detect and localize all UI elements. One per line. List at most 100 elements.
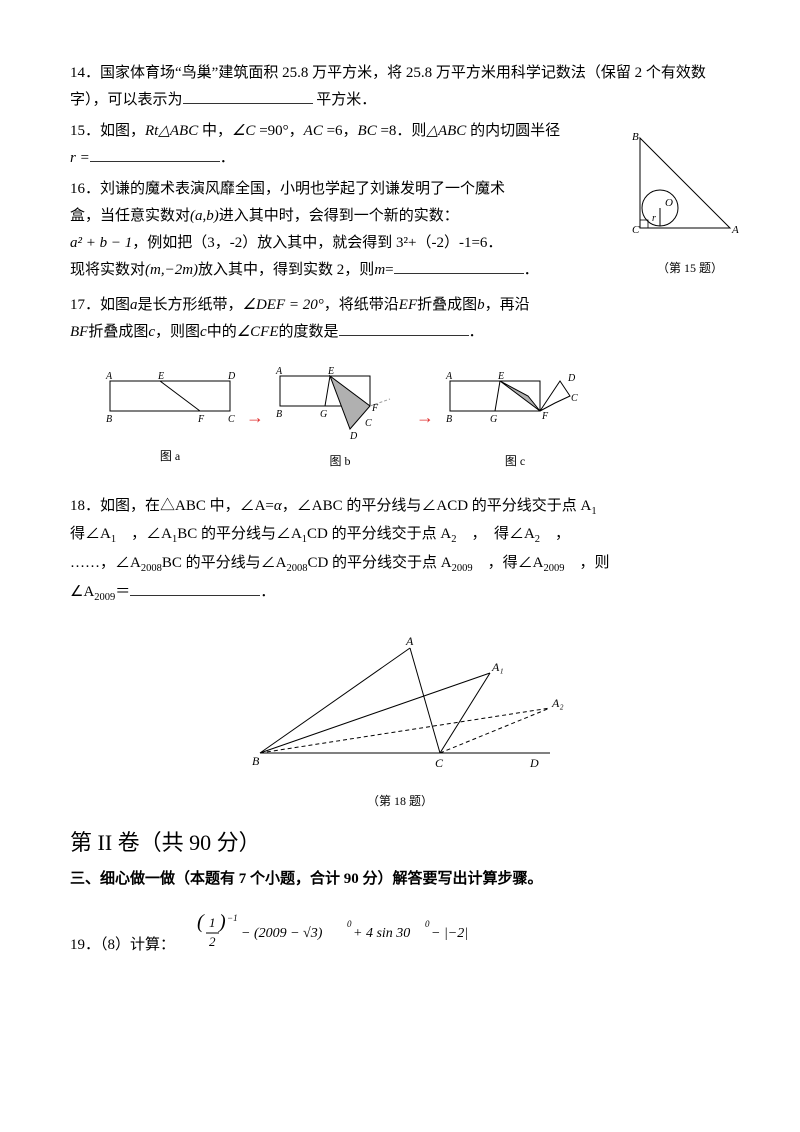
q18-blank (130, 581, 260, 596)
q18-l2f: ， (540, 526, 570, 542)
q17-mid7: 中的 (207, 324, 237, 340)
q17-angle-def: ∠DEF = 20° (243, 297, 324, 313)
svg-text:C: C (571, 393, 578, 404)
fig-c-caption: 图 c (440, 451, 590, 473)
q15-mid1: 中， (198, 123, 232, 139)
fig-a-svg: A E D B F C (100, 366, 240, 436)
svg-text:G: G (490, 414, 497, 425)
q19-formula-svg: ( 1 2 ) −1 − (2009 − √3) 0 + 4 sin 30 0 … (195, 913, 475, 968)
q18-sub2009c: 2009 (94, 592, 115, 603)
svg-text:F: F (371, 403, 379, 414)
svg-text:D: D (529, 756, 539, 770)
figure-a: A E D B F C 图 a (100, 366, 240, 468)
q18-l2d: CD 的平分线交于点 A (307, 526, 451, 542)
q17-c2: c (200, 324, 207, 340)
q17-mid1: 是长方形纸带， (138, 297, 243, 313)
q15-period: ． (220, 150, 235, 166)
svg-text:B: B (446, 414, 452, 425)
q18-caption: （第 18 题） (230, 791, 570, 813)
svg-text:0: 0 (425, 919, 430, 929)
q18-l2e: ， 得∠A (456, 526, 534, 542)
q16-line1a: 16．刘谦的魔术表演风靡全国，小明也学起了刘谦发明了一个魔术 (70, 181, 505, 197)
q16-expr: a² + b − 1 (70, 235, 132, 251)
svg-text:A₁: A₁ (491, 660, 504, 674)
q17-BF: BF (70, 324, 88, 340)
angle-bisector-figure: A A₁ A₂ B C D （第 18 题） (230, 633, 570, 813)
q18-period: ． (260, 584, 275, 600)
section-2-title: 第 II 卷（共 90 分） (70, 823, 730, 863)
q18-l2b: ，∠A (116, 526, 172, 542)
section-2-subtitle: 三、细心做一做（本题有 7 个小题，合计 90 分）解答要写出计算步骤。 (70, 866, 730, 893)
q15-rt: Rt△ABC (145, 123, 198, 139)
svg-text:B: B (632, 131, 639, 143)
q14-text-a: 14．国家体育场“鸟巢”建筑面积 25.8 万平方米，将 25.8 万平方米用科… (70, 65, 706, 108)
q17-mid8: 的度数是 (279, 324, 339, 340)
q18-l4b: ＝ (115, 584, 130, 600)
svg-text:E: E (497, 371, 504, 382)
q17-pre: 17．如图 (70, 297, 130, 313)
q18-sub2008a: 2008 (141, 563, 162, 574)
svg-text:C: C (365, 418, 372, 429)
fig-a-caption: 图 a (100, 446, 240, 468)
q15-r: r = (70, 150, 90, 166)
q16-line3a: 现将实数对 (70, 262, 145, 278)
q19-formula: ( 1 2 ) −1 − (2009 − √3) 0 + 4 sin 30 0 … (195, 913, 475, 978)
q17-mid6: ，则图 (155, 324, 200, 340)
svg-text:−1: −1 (227, 913, 238, 923)
svg-text:− (2009 − √3): − (2009 − √3) (241, 926, 323, 941)
fig-b-caption: 图 b (270, 451, 410, 473)
svg-text:A: A (405, 634, 414, 648)
q16-line3b: 放入其中，得到实数 2，则 (198, 262, 374, 278)
q17-c: c (148, 324, 155, 340)
svg-text:G: G (320, 409, 327, 420)
question-18: 18．如图，在△ABC 中，∠A=α，∠ABC 的平分线与∠ACD 的平分线交于… (70, 493, 730, 609)
q16-line1c: 进入其中时，会得到一个新的实数： (219, 208, 459, 224)
q15-eq8: =8．则 (377, 123, 427, 139)
q18-alpha: α (274, 498, 282, 514)
q15-pre: 15．如图， (70, 123, 145, 139)
svg-text:B: B (252, 754, 260, 768)
svg-text:− |−2|: − |−2| (431, 926, 468, 941)
q17-mid5: 折叠成图 (88, 324, 148, 340)
q16-blank (394, 259, 524, 274)
q14-text-b: 平方米． (313, 92, 377, 108)
svg-text:A: A (105, 371, 113, 382)
q15-eq90: =90°， (255, 123, 303, 139)
q17-angle-cfe: ∠CFE (237, 324, 279, 340)
q16-line1b: 盒，当任意实数对 (70, 208, 190, 224)
fig-c-svg: A E B G F D C (440, 361, 590, 441)
svg-text:2: 2 (209, 934, 216, 949)
q16-period: ． (524, 262, 539, 278)
q18-svg: A A₁ A₂ B C D (230, 633, 570, 783)
q18-l1b: ，∠ABC 的平分线与∠ACD 的平分线交于点 A (282, 498, 592, 514)
fig-b-svg: A E B G F D C (270, 361, 410, 441)
question-15: 15．如图，Rt△ABC 中，∠C =90°，AC =6，BC =8．则△ABC… (70, 118, 730, 172)
q17-EF: EF (399, 297, 417, 313)
q18-l3c: CD 的平分线交于点 A (307, 555, 451, 571)
svg-text:A: A (445, 371, 453, 382)
q18-sub2008b: 2008 (286, 563, 307, 574)
q18-sub2009a: 2009 (452, 563, 473, 574)
svg-text:E: E (327, 366, 334, 377)
svg-text:0: 0 (347, 919, 352, 929)
q16-eq: = (385, 262, 393, 278)
q15-eq6: =6， (323, 123, 358, 139)
q18-l3a: ……，∠A (70, 555, 141, 571)
q18-l3e: ，则 (564, 555, 609, 571)
q15-BC: BC (358, 123, 377, 139)
question-19: 19．（8）计算： ( 1 2 ) −1 − (2009 − √3) 0 + 4… (70, 913, 730, 978)
q16-m: m (374, 262, 385, 278)
svg-text:D: D (567, 373, 576, 384)
svg-text:D: D (349, 431, 358, 441)
q15-tri: △ABC (426, 123, 466, 139)
question-14: 14．国家体育场“鸟巢”建筑面积 25.8 万平方米，将 25.8 万平方米用科… (70, 60, 730, 114)
q18-l1a: 18．如图，在△ABC 中，∠A= (70, 498, 274, 514)
q18-l2c: BC 的平分线与∠A (177, 526, 302, 542)
svg-text:A₂: A₂ (551, 696, 564, 710)
svg-text:A: A (275, 366, 283, 377)
q18-l3b: BC 的平分线与∠A (162, 555, 287, 571)
figure-b: A E B G F D C 图 b (270, 361, 410, 473)
q17-blank (339, 321, 469, 336)
q18-l4a: ∠A (70, 584, 94, 600)
q16-line2a: ，例如把（3，-2）放入其中，就会得到 3²+（-2）-1=6． (132, 235, 502, 251)
